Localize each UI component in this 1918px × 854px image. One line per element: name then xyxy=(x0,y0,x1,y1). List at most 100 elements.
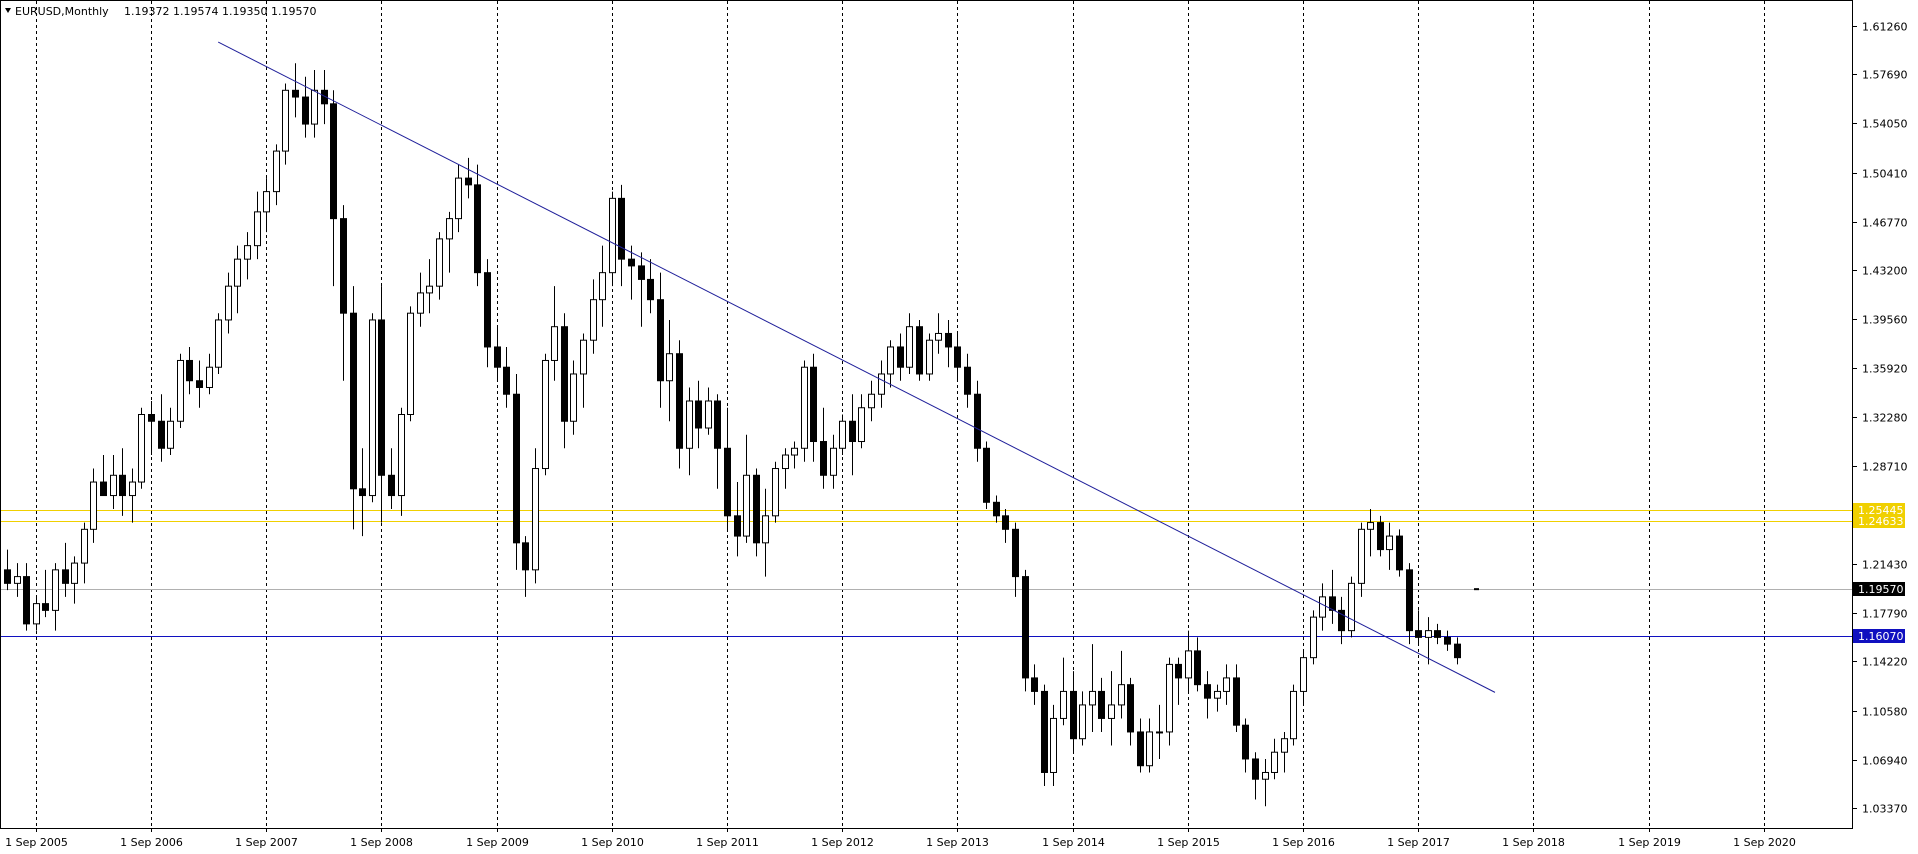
price-tick-label: 1.03370 xyxy=(1862,803,1908,816)
candle xyxy=(484,259,491,368)
candle xyxy=(494,326,501,381)
candle xyxy=(570,360,577,435)
candle xyxy=(1290,684,1297,746)
time-tick-label: 1 Sep 2014 xyxy=(1042,836,1105,849)
candle xyxy=(1434,623,1441,645)
candle xyxy=(1223,664,1230,705)
candle xyxy=(129,468,136,523)
candle xyxy=(1118,650,1125,719)
candle xyxy=(580,333,587,408)
candle xyxy=(1310,610,1317,665)
candle xyxy=(753,468,760,557)
time-tick-label: 1 Sep 2005 xyxy=(5,836,68,849)
candle xyxy=(590,279,597,354)
candle xyxy=(830,434,837,489)
candle xyxy=(1185,630,1192,692)
candle xyxy=(81,522,88,584)
dropdown-triangle-icon[interactable] xyxy=(5,8,11,13)
time-tick-label: 1 Sep 2013 xyxy=(926,836,989,849)
candle xyxy=(1396,529,1403,577)
candle xyxy=(23,563,30,631)
time-tick-label: 1 Sep 2011 xyxy=(696,836,759,849)
candle xyxy=(1175,657,1182,705)
candle xyxy=(513,373,520,570)
candle xyxy=(1338,596,1345,645)
candle xyxy=(1041,684,1048,786)
time-tick-label: 1 Sep 2006 xyxy=(120,836,183,849)
chart-ohlc: 1.19372 1.19574 1.19350 1.19570 xyxy=(124,5,316,18)
candle xyxy=(321,70,328,125)
candle xyxy=(350,286,357,530)
candle xyxy=(215,313,222,374)
time-tick-label: 1 Sep 2007 xyxy=(235,836,298,849)
candle xyxy=(1367,509,1374,557)
candle xyxy=(110,455,117,510)
candle xyxy=(1089,644,1096,732)
candle xyxy=(388,448,395,510)
candle xyxy=(1358,522,1365,597)
candle xyxy=(1377,515,1384,557)
time-tick-label: 1 Sep 2016 xyxy=(1272,836,1335,849)
descending-trendline[interactable] xyxy=(217,41,1496,693)
candle xyxy=(1214,684,1221,712)
candle xyxy=(1022,569,1029,692)
candle xyxy=(465,157,472,199)
candle xyxy=(705,387,712,435)
candle xyxy=(858,394,865,449)
candle xyxy=(1098,677,1105,732)
candle xyxy=(71,556,78,604)
candle xyxy=(1348,576,1355,638)
candle xyxy=(225,272,232,334)
horizontal-levels[interactable] xyxy=(1,510,1852,637)
price-tick-label: 1.35920 xyxy=(1862,363,1908,376)
price-tick-label: 1.06940 xyxy=(1862,755,1908,768)
candle xyxy=(359,448,366,537)
candle xyxy=(474,164,481,287)
candle xyxy=(167,407,174,456)
candle xyxy=(1156,704,1163,759)
candle xyxy=(455,164,462,233)
time-tick-label: 1 Sep 2019 xyxy=(1618,836,1681,849)
price-tick-label: 1.50410 xyxy=(1862,168,1908,181)
candle xyxy=(801,360,808,462)
candle xyxy=(609,191,616,287)
support-badge-label: 1.16070 xyxy=(1858,630,1904,643)
candle xyxy=(33,596,40,631)
candle xyxy=(1242,718,1249,773)
candle xyxy=(1166,657,1173,746)
support-badge: 1.16070 xyxy=(1853,629,1905,643)
candle xyxy=(849,394,856,476)
candle xyxy=(695,380,702,449)
time-axis: 1 Sep 2005 1 Sep 2006 1 Sep 2007 1 Sep 2008… xyxy=(5,828,1796,849)
current-price-badge: 1.19570 xyxy=(1853,582,1905,596)
resistance-low-badge-label: 1.24633 xyxy=(1858,515,1904,528)
candle xyxy=(196,360,203,408)
candle xyxy=(244,232,251,280)
candle xyxy=(1031,664,1038,705)
candle xyxy=(926,333,933,381)
candle xyxy=(282,83,289,165)
price-tick-label: 1.39560 xyxy=(1862,314,1908,327)
time-tick-label: 1 Sep 2017 xyxy=(1387,836,1450,849)
resistance-high-badge-label: 1.25445 xyxy=(1858,504,1904,517)
candle xyxy=(974,380,981,462)
candlestick-series xyxy=(4,63,1479,807)
candle xyxy=(1252,752,1259,800)
candle xyxy=(618,184,625,287)
candle xyxy=(628,245,635,300)
candle xyxy=(1002,509,1009,543)
candle xyxy=(878,360,885,408)
time-tick-label: 1 Sep 2015 xyxy=(1157,836,1220,849)
candle xyxy=(1204,671,1211,719)
price-tick-label: 1.28710 xyxy=(1862,461,1908,474)
candle xyxy=(100,455,107,497)
candle xyxy=(1070,671,1077,753)
candle xyxy=(1329,569,1336,624)
price-tick-label: 1.57690 xyxy=(1862,69,1908,82)
candle xyxy=(647,259,654,314)
candle xyxy=(158,394,165,462)
candle xyxy=(1146,718,1153,773)
candle xyxy=(542,353,549,476)
